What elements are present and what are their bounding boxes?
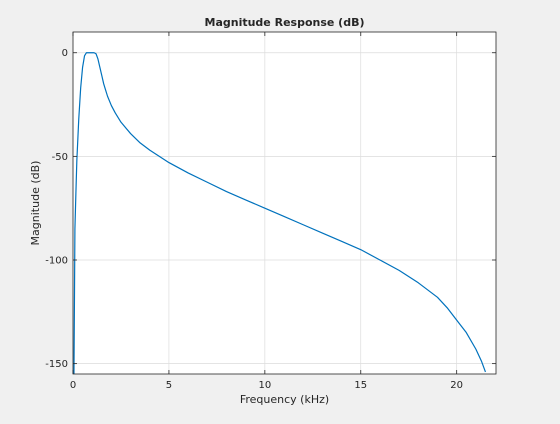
grid bbox=[72, 32, 496, 374]
y-tick-label: 0 bbox=[62, 48, 68, 59]
series-layer bbox=[73, 52, 487, 374]
axes-box bbox=[72, 31, 497, 375]
x-tick-label: 10 bbox=[258, 380, 271, 391]
x-tick-label: 20 bbox=[450, 380, 463, 391]
y-tick-label: -150 bbox=[45, 359, 68, 370]
x-tick-label: 0 bbox=[70, 380, 76, 391]
y-axis-label: Magnitude (dB) bbox=[29, 161, 42, 246]
x-tick-label: 5 bbox=[166, 380, 172, 391]
ticks: 0 5 10 15 20 -150 -100 -50 0 bbox=[45, 32, 496, 391]
plot-area bbox=[73, 32, 496, 374]
y-tick-label: -100 bbox=[45, 256, 68, 267]
chart-title: Magnitude Response (dB) bbox=[205, 16, 365, 29]
x-axis-label: Frequency (kHz) bbox=[240, 393, 329, 406]
series-line-0 bbox=[73, 52, 487, 374]
y-tick-label: -50 bbox=[52, 152, 68, 163]
x-tick-label: 15 bbox=[354, 380, 367, 391]
